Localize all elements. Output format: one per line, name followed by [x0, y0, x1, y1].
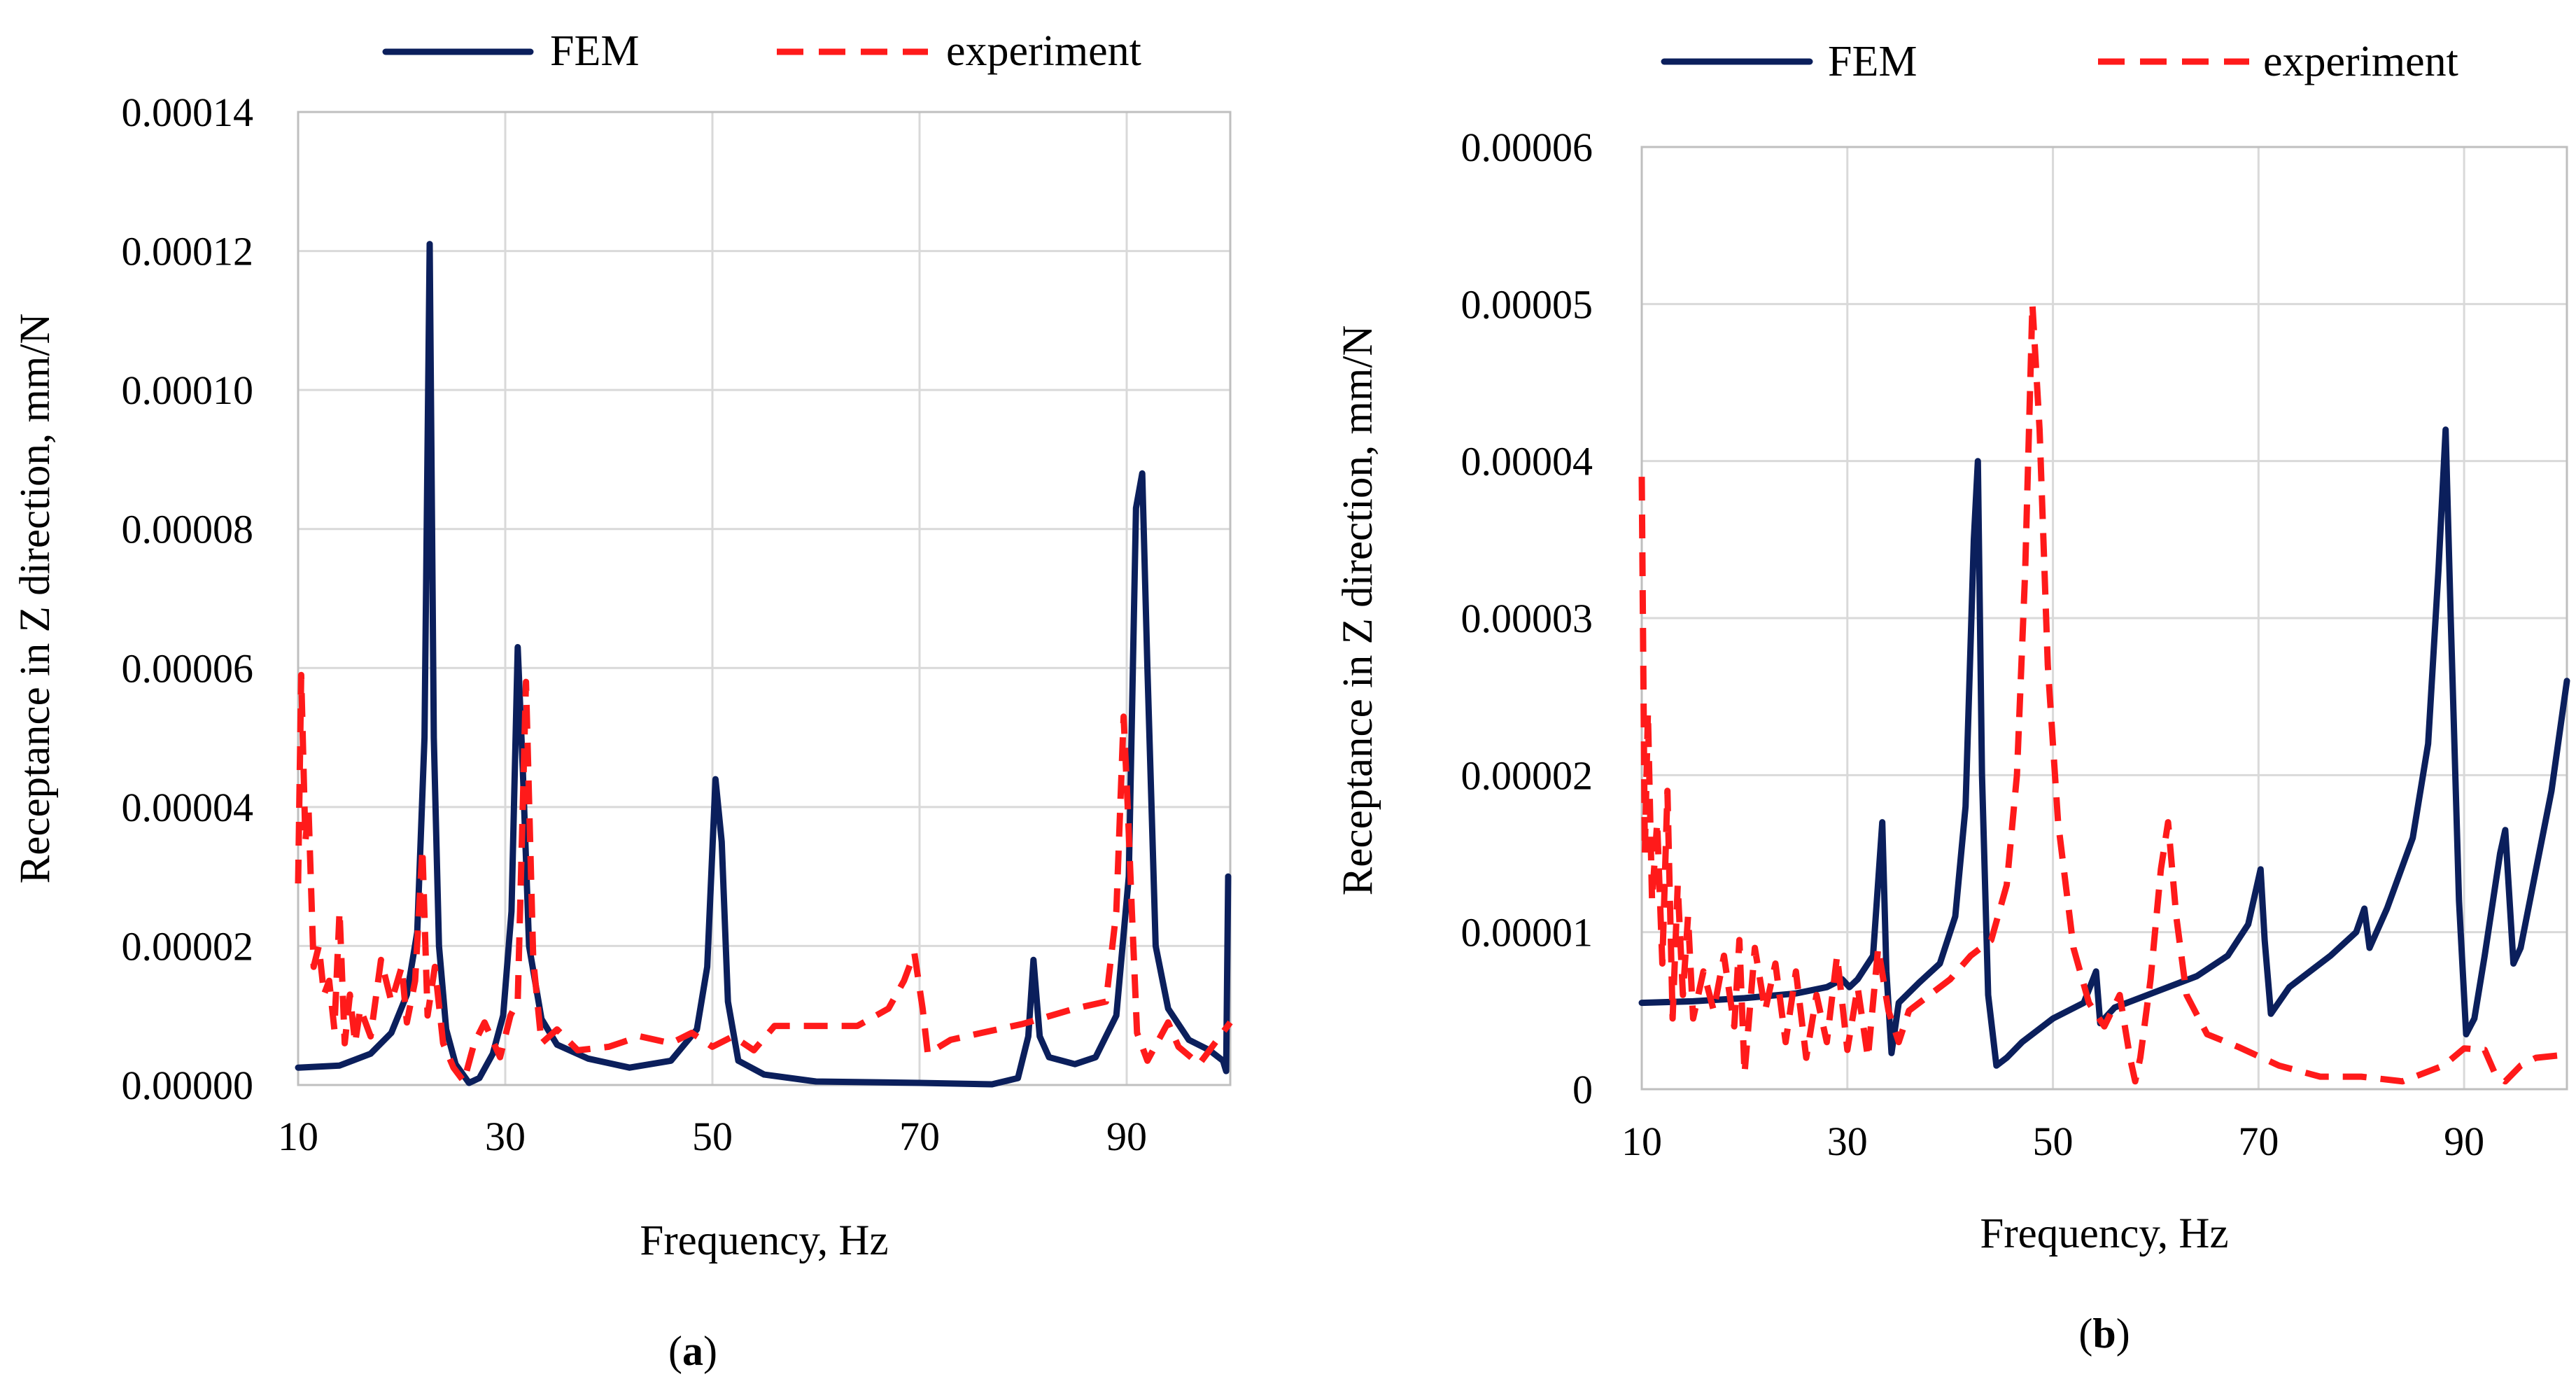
plot-area-a [297, 111, 1232, 1086]
gridlines-b [1640, 146, 2567, 1091]
y-tick-label-b-1: 0.00001 [1461, 910, 1593, 955]
x-axis-title-b: Frequency, Hz [1980, 1210, 2228, 1257]
fem-series-line-a [295, 241, 1232, 1088]
x-tick-label-b-2: 50 [2033, 1119, 2074, 1164]
panel-label-a-open: ( [668, 1328, 682, 1374]
x-tick-label-b-0: 10 [1621, 1119, 1662, 1164]
y-tick-label-b-3: 0.00003 [1461, 596, 1593, 641]
y-tick-label-a-2: 0.00004 [122, 785, 254, 830]
legend-b: FEM experiment [1661, 38, 2458, 85]
x-tick-label-a-0: 10 [278, 1114, 318, 1159]
y-tick-labels-a: 0.00000 0.00002 0.00004 0.00006 0.00008 0.000… [122, 90, 254, 1108]
x-tick-labels-a: 10 30 50 70 90 [278, 1114, 1147, 1159]
panel-label-b-letter: b [2092, 1310, 2116, 1357]
y-tick-label-b-0: 0 [1572, 1067, 1593, 1112]
y-tick-label-a-4: 0.00008 [122, 507, 254, 552]
x-tick-label-a-1: 30 [485, 1114, 526, 1159]
panel-label-b: (b) [2078, 1310, 2130, 1357]
experiment-series-line-b [1638, 300, 2568, 1085]
x-tick-label-b-3: 70 [2238, 1119, 2279, 1164]
y-tick-label-a-7: 0.00014 [122, 90, 254, 135]
x-tick-label-b-4: 90 [2444, 1119, 2484, 1164]
y-tick-label-a-6: 0.00012 [122, 229, 254, 274]
y-tick-label-b-4: 0.00004 [1461, 439, 1593, 484]
x-tick-label-a-4: 90 [1106, 1114, 1147, 1159]
chart-panel-a: 0.00000 0.00002 0.00004 0.00006 0.00008 0.000… [12, 27, 1233, 1374]
y-tick-label-a-1: 0.00002 [122, 923, 254, 969]
y-tick-label-a-3: 0.00006 [122, 645, 254, 691]
panel-label-a-letter: a [682, 1328, 703, 1374]
experiment-series-line-a [295, 671, 1233, 1085]
y-tick-label-b-2: 0.00002 [1461, 752, 1593, 798]
legend-fem-label-b: FEM [1828, 38, 1917, 85]
y-tick-labels-b: 0 0.00001 0.00002 0.00003 0.00004 0.00005 0.00… [1461, 125, 1593, 1112]
x-tick-label-b-1: 30 [1827, 1119, 1868, 1164]
legend-experiment-label-a: experiment [946, 27, 1141, 75]
series-b [1638, 300, 2570, 1085]
series-a [295, 241, 1233, 1088]
panel-label-b-close: ) [2116, 1310, 2130, 1357]
chart-panel-b: 0 0.00001 0.00002 0.00003 0.00004 0.00005 0.00… [1335, 38, 2570, 1357]
y-axis-title-b: Receptance in Z direction, mm/N [1335, 326, 1381, 896]
y-tick-label-b-5: 0.00005 [1461, 281, 1593, 327]
panel-label-b-open: ( [2078, 1310, 2092, 1357]
legend-a: FEM experiment [382, 27, 1141, 75]
x-tick-label-a-2: 50 [692, 1114, 733, 1159]
legend-experiment-label-b: experiment [2263, 38, 2458, 85]
y-tick-label-a-5: 0.00010 [122, 368, 254, 413]
plot-area-b [1640, 146, 2568, 1091]
x-tick-labels-b: 10 30 50 70 90 [1621, 1119, 2484, 1164]
x-axis-title-a: Frequency, Hz [640, 1217, 888, 1264]
x-tick-label-a-3: 70 [899, 1114, 940, 1159]
panel-label-a-close: ) [703, 1328, 717, 1374]
fem-series-line-b [1638, 426, 2570, 1069]
legend-fem-label-a: FEM [550, 27, 639, 75]
y-tick-label-b-6: 0.00006 [1461, 125, 1593, 170]
y-axis-title-a: Receptance in Z direction, mm/N [12, 314, 59, 884]
y-tick-label-a-0: 0.00000 [122, 1063, 254, 1108]
panel-label-a: (a) [668, 1328, 717, 1374]
